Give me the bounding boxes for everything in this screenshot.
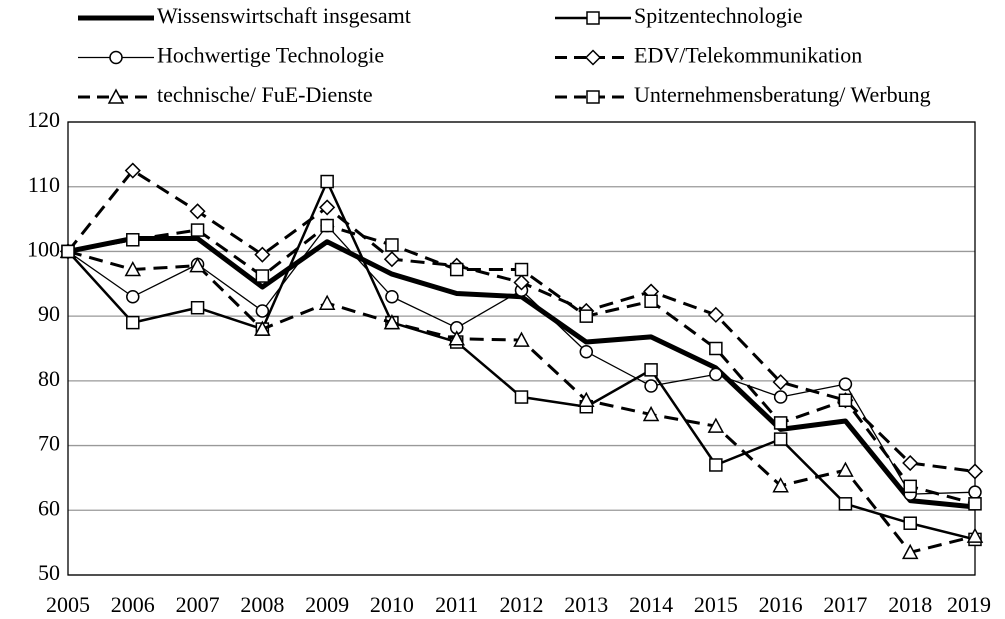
x-tick-label: 2007 xyxy=(176,592,220,617)
marker xyxy=(772,477,789,493)
marker xyxy=(773,416,788,430)
marker xyxy=(109,50,123,65)
marker xyxy=(966,527,984,543)
marker xyxy=(320,218,334,233)
x-tick-label: 2018 xyxy=(888,592,932,617)
legend-label: Spitzentechnologie xyxy=(634,3,803,28)
x-tick-label: 2016 xyxy=(759,592,803,617)
marker xyxy=(773,390,788,404)
marker xyxy=(903,479,917,494)
x-tick-label: 2014 xyxy=(629,592,673,617)
marker xyxy=(254,246,271,263)
legend-label: Unternehmensberatung/ Werbung xyxy=(634,82,931,107)
x-tick-label: 2019 xyxy=(947,592,991,617)
marker xyxy=(968,485,982,499)
marker xyxy=(642,405,660,422)
y-tick-label: 50 xyxy=(38,560,60,585)
marker xyxy=(709,367,723,382)
x-tick-label: 2013 xyxy=(564,592,608,617)
marker xyxy=(901,543,919,560)
marker xyxy=(449,262,464,277)
marker xyxy=(190,223,205,237)
marker xyxy=(709,458,723,472)
marker xyxy=(586,90,600,104)
y-tick-label: 80 xyxy=(38,366,60,391)
marker xyxy=(383,251,400,268)
plot-frame xyxy=(67,121,976,576)
marker xyxy=(644,294,658,309)
marker xyxy=(579,344,594,359)
marker xyxy=(966,463,984,480)
marker xyxy=(578,391,595,408)
marker xyxy=(838,393,853,408)
marker xyxy=(385,289,399,304)
marker xyxy=(838,497,853,511)
marker xyxy=(107,88,125,104)
marker xyxy=(190,300,205,315)
marker xyxy=(255,304,270,318)
marker xyxy=(126,233,140,247)
legend-label: Hochwertige Technologie xyxy=(157,43,384,68)
marker xyxy=(707,417,725,433)
marker xyxy=(902,454,919,472)
legend-label: EDV/Telekommunikation xyxy=(634,43,862,68)
marker xyxy=(707,306,724,323)
legend-label: Wissenswirtschaft insgesamt xyxy=(157,3,411,28)
x-tick-label: 2015 xyxy=(694,592,738,617)
marker xyxy=(709,341,723,356)
x-tick-label: 2012 xyxy=(500,592,544,617)
y-tick-label: 100 xyxy=(27,236,60,261)
marker xyxy=(189,203,206,220)
marker xyxy=(189,257,206,273)
marker xyxy=(513,274,530,291)
marker xyxy=(254,320,271,336)
marker xyxy=(448,330,465,346)
y-tick-label: 120 xyxy=(27,107,60,132)
marker xyxy=(124,260,142,277)
marker xyxy=(318,294,336,310)
marker xyxy=(126,289,140,304)
marker xyxy=(903,516,917,530)
x-tick-label: 2006 xyxy=(111,592,155,617)
marker xyxy=(61,244,75,259)
marker xyxy=(320,174,334,189)
legend-label: technische/ FuE-Dienste xyxy=(157,82,373,107)
x-tick-label: 2011 xyxy=(435,592,478,617)
y-tick-label: 110 xyxy=(28,172,60,197)
x-tick-label: 2010 xyxy=(370,592,414,617)
y-tick-label: 70 xyxy=(38,431,60,456)
x-tick-label: 2017 xyxy=(823,592,867,617)
marker xyxy=(319,199,336,216)
marker xyxy=(772,374,789,391)
marker xyxy=(514,390,529,404)
marker xyxy=(968,497,982,511)
y-tick-label: 60 xyxy=(38,495,60,520)
marker xyxy=(644,363,658,377)
marker xyxy=(584,49,602,66)
marker xyxy=(513,331,530,347)
marker xyxy=(579,309,594,323)
marker xyxy=(586,11,600,25)
marker xyxy=(124,162,141,179)
x-tick-label: 2009 xyxy=(305,592,349,617)
marker xyxy=(514,262,529,277)
marker xyxy=(126,315,140,330)
marker xyxy=(838,377,853,391)
marker xyxy=(644,379,658,393)
series-line xyxy=(66,169,976,473)
x-tick-label: 2008 xyxy=(240,592,284,617)
marker xyxy=(383,314,401,330)
marker xyxy=(385,238,399,252)
marker xyxy=(837,461,854,477)
marker xyxy=(255,269,270,283)
x-tick-label: 2005 xyxy=(46,592,90,617)
marker xyxy=(773,432,788,446)
y-tick-label: 90 xyxy=(38,301,60,326)
